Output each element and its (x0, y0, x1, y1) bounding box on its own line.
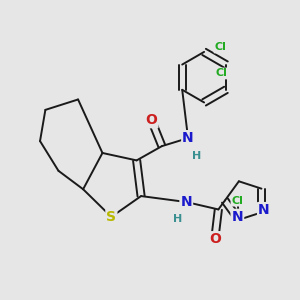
Text: N: N (258, 203, 270, 217)
Text: N: N (182, 131, 194, 145)
Text: H: H (192, 151, 201, 161)
Text: Cl: Cl (214, 43, 226, 52)
Text: O: O (209, 232, 221, 246)
Text: H: H (173, 214, 183, 224)
Text: S: S (106, 210, 116, 224)
Text: N: N (180, 195, 192, 209)
Text: Cl: Cl (231, 196, 243, 206)
Text: O: O (146, 113, 158, 127)
Text: N: N (232, 210, 243, 224)
Text: Cl: Cl (216, 68, 227, 79)
